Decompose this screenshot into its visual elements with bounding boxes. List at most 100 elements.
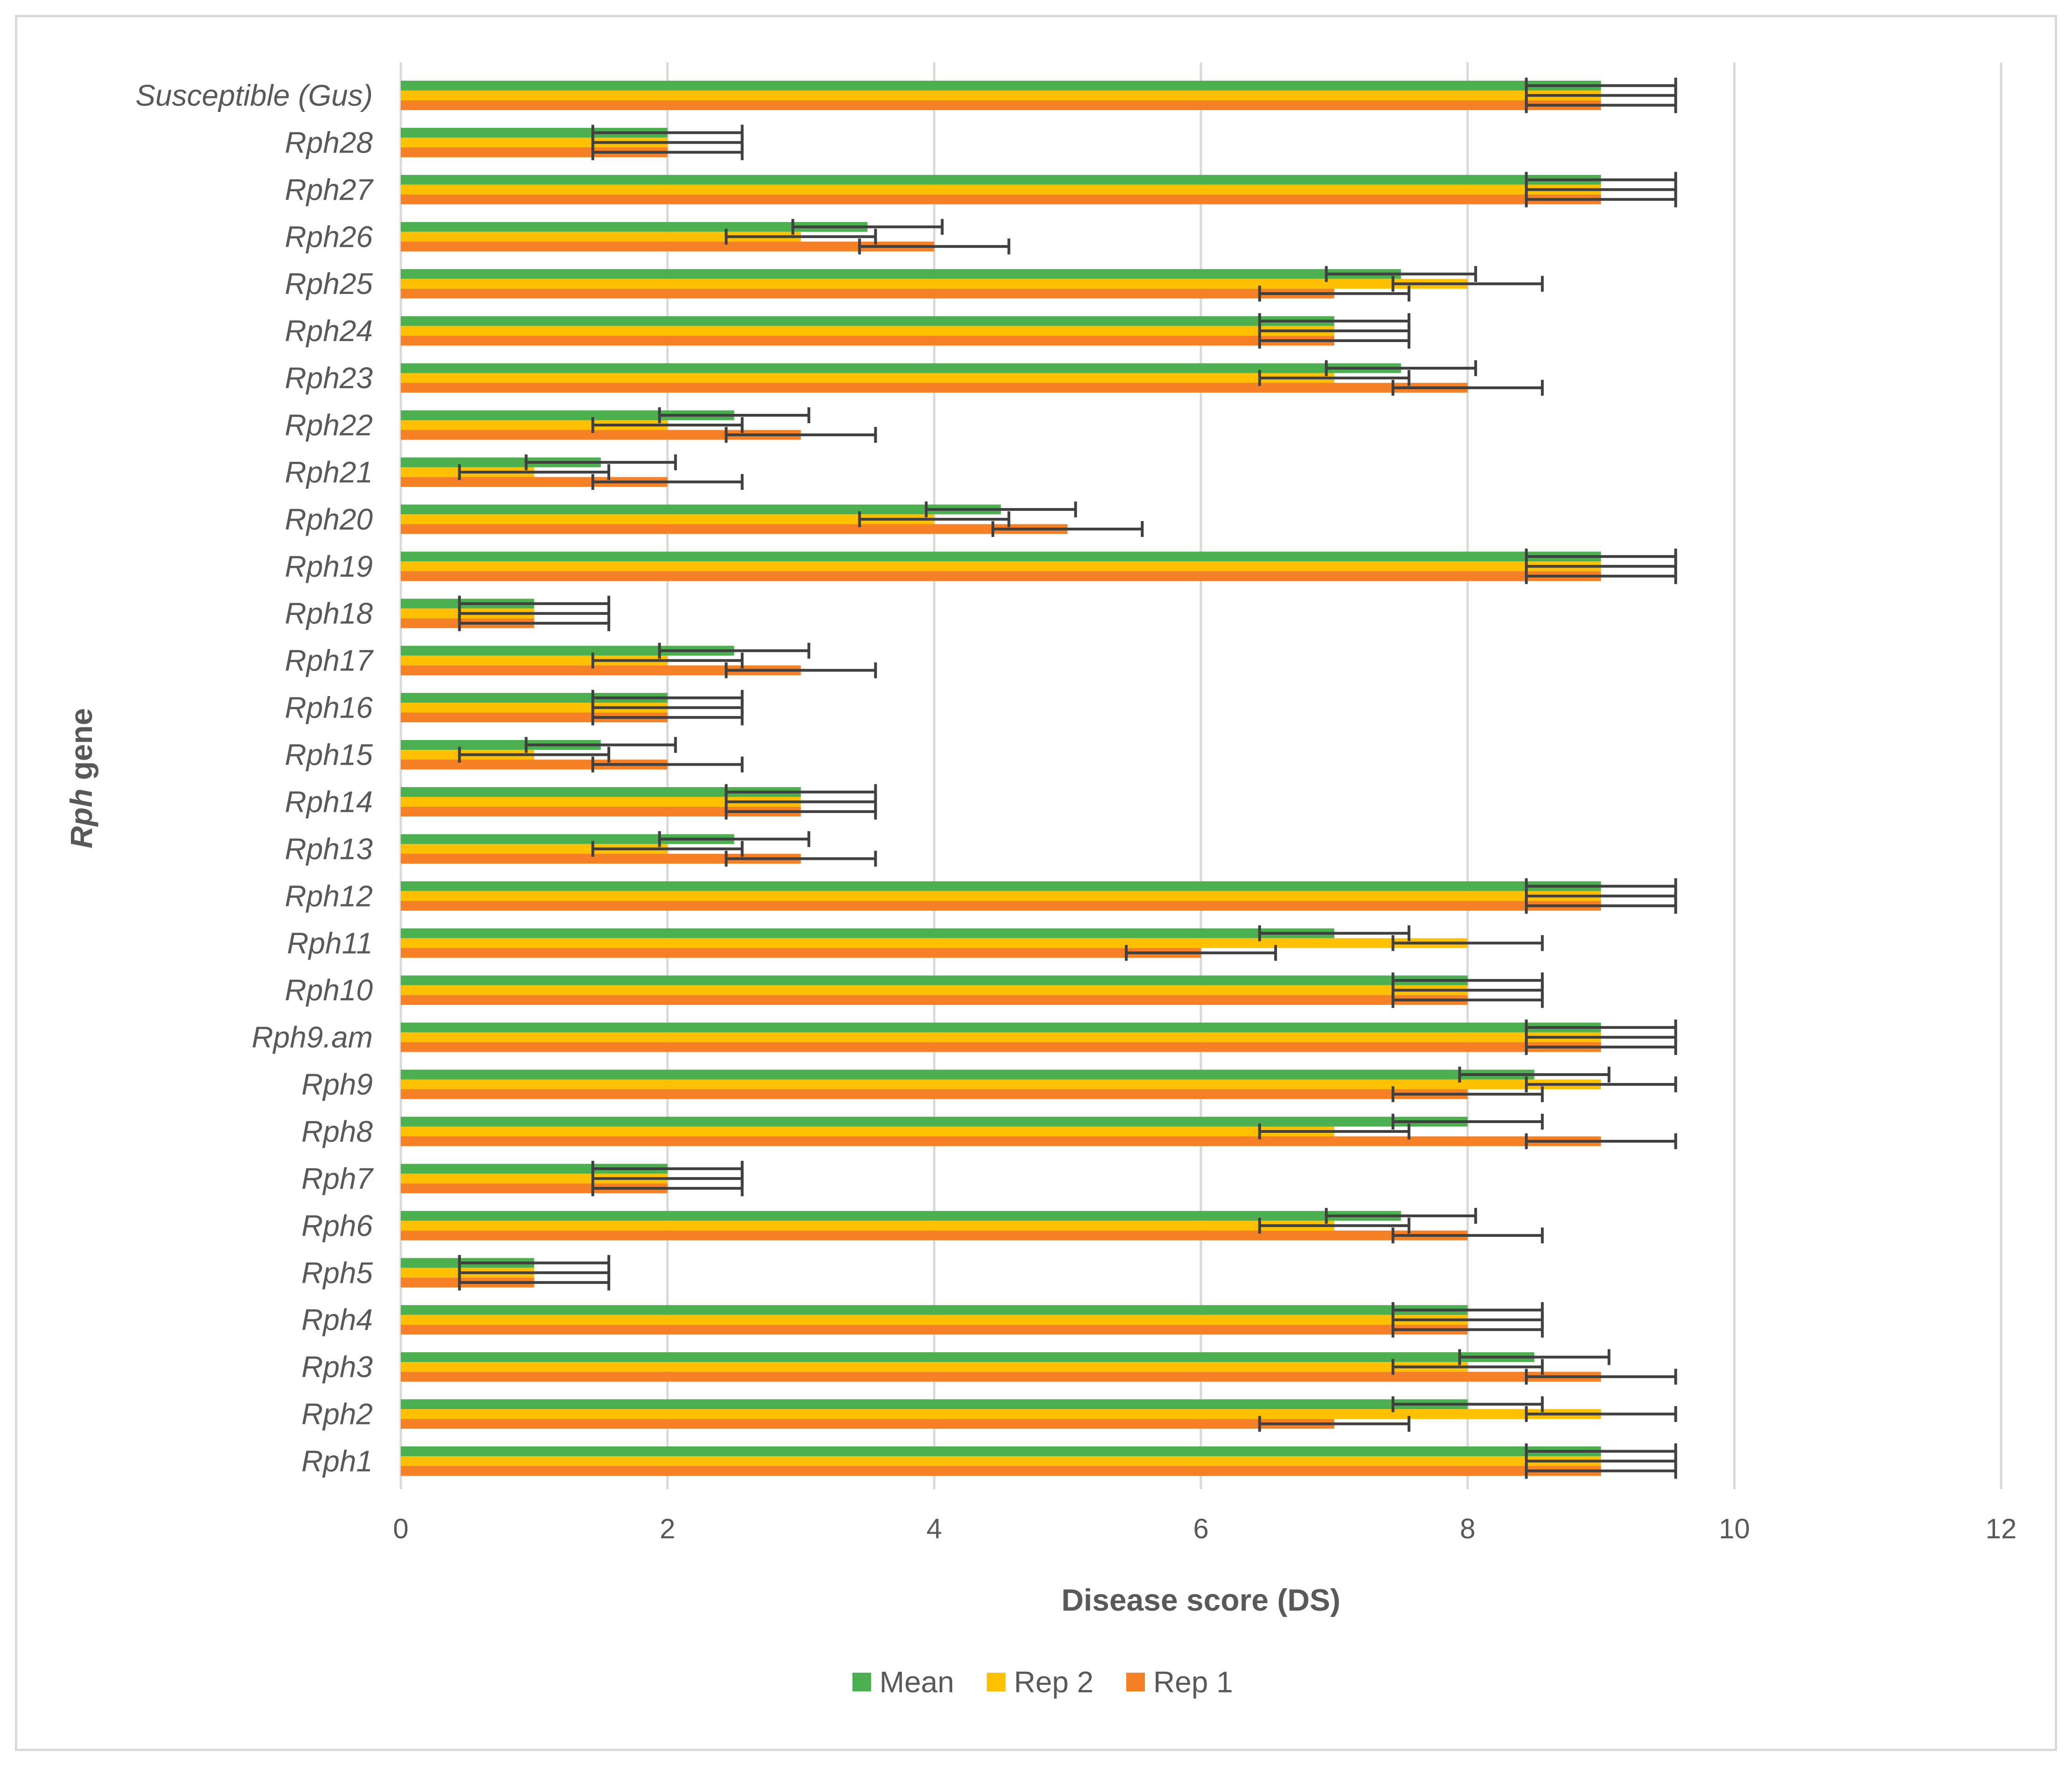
bar-mean [401, 1022, 1601, 1033]
category-label: Rph5 [301, 1256, 373, 1290]
bar-rep-2 [401, 184, 1601, 195]
bar-rep-2 [401, 703, 668, 713]
bar-rep-1 [401, 1372, 1601, 1382]
error-bar [1525, 1406, 1677, 1422]
bar-mean [401, 80, 1601, 91]
error-bar [1391, 380, 1544, 396]
bar-rep-2 [401, 326, 1334, 336]
bar-mean [401, 551, 1601, 562]
error-bar [725, 427, 877, 443]
bar-rep-1 [401, 571, 1601, 581]
bar-mean [401, 693, 668, 703]
error-bar [591, 417, 744, 433]
bar-mean [401, 457, 601, 468]
bar-rep-1 [401, 712, 668, 723]
x-tick-label: 10 [1719, 1513, 1750, 1544]
bar-rep-1 [401, 241, 935, 251]
error-bar [1525, 1463, 1677, 1479]
error-bar [1391, 276, 1544, 292]
category-label: Rph10 [285, 973, 373, 1007]
bar-rep-1 [401, 1042, 1601, 1052]
x-tick-label: 0 [393, 1513, 408, 1544]
category-label: Rph13 [285, 832, 373, 866]
error-bar [725, 662, 877, 678]
x-tick-label: 6 [1193, 1513, 1208, 1544]
error-bar [1124, 945, 1277, 961]
bar-mean [401, 975, 1468, 985]
error-bar [1391, 1086, 1544, 1103]
bar-rep-1 [401, 1136, 1601, 1146]
bar-rep-2 [401, 1362, 1468, 1372]
bar-mean [401, 316, 1334, 326]
legend-swatch [987, 1673, 1006, 1691]
bar-rep-1 [401, 1325, 1468, 1335]
error-bar [1258, 925, 1410, 942]
error-bar [1258, 333, 1410, 349]
bar-rep-2 [401, 1456, 1601, 1466]
bar-rep-2 [401, 514, 935, 524]
bar-rep-1 [401, 100, 1601, 110]
error-bar [524, 454, 677, 470]
bar-mean [401, 504, 1001, 515]
bar-rep-2 [401, 420, 668, 430]
chart-frame: Susceptible (Gus) Rph28 Rph27 Rph26 Rph25 Rph… [15, 15, 2057, 1751]
error-bar [458, 1274, 610, 1291]
x-tick-label: 8 [1460, 1513, 1475, 1544]
category-label: Rph20 [285, 503, 373, 536]
bar-rep-1 [401, 948, 1201, 958]
category-label: Rph12 [285, 879, 373, 913]
error-bar [1525, 568, 1677, 584]
x-tick-label: 4 [927, 1513, 942, 1544]
bar-rep-2 [401, 1315, 1468, 1325]
bar-rep-2 [401, 373, 1334, 383]
bar-rep-2 [401, 1409, 1601, 1419]
category-label: Rph11 [287, 926, 373, 960]
bar-rep-2 [401, 891, 1601, 901]
error-bar [1458, 1349, 1611, 1365]
legend-swatch [852, 1673, 871, 1691]
error-bar [591, 709, 744, 726]
error-bar [1525, 1368, 1677, 1385]
error-bar [1258, 1217, 1410, 1234]
bar-rep-1 [401, 806, 801, 817]
bar-rep-1 [401, 524, 1068, 534]
category-label: Rph21 [285, 455, 373, 489]
bar-mean [401, 1446, 1601, 1457]
y-axis-title-italic: Rph [64, 789, 98, 848]
error-bar [591, 1180, 744, 1196]
bar-rep-1 [401, 1089, 1468, 1099]
bar-mean [401, 928, 1334, 938]
error-bar [1525, 191, 1677, 208]
category-label: Rph28 [285, 126, 373, 159]
error-bar [658, 831, 810, 847]
bar-mean [401, 646, 734, 656]
category-label: Rph22 [285, 408, 373, 442]
bar-mean [401, 127, 668, 138]
bar-rep-2 [401, 1032, 1601, 1042]
category-label: Susceptible (Gus) [135, 78, 373, 112]
legend-label: Rep 2 [1014, 1665, 1094, 1699]
error-bar [725, 803, 877, 820]
bar-rep-2 [401, 90, 1601, 100]
category-label: Rph18 [285, 597, 373, 630]
category-label: Rph23 [285, 361, 373, 395]
error-bar [524, 737, 677, 753]
error-bar [1525, 1039, 1677, 1055]
bar-rep-2 [401, 1173, 668, 1184]
bar-mean [401, 175, 1601, 185]
category-label: Rph14 [285, 785, 373, 818]
bar-rep-1 [401, 194, 1601, 204]
error-bar [1325, 360, 1477, 377]
error-bar [1391, 1227, 1544, 1243]
error-bar [458, 615, 610, 631]
x-axis-title: Disease score (DS) [1061, 1583, 1340, 1617]
bar-mean [401, 222, 868, 232]
bar-mean [401, 881, 1601, 891]
error-bar [1525, 898, 1677, 914]
error-bar [1391, 1359, 1544, 1375]
error-bar [1525, 1076, 1677, 1093]
error-bar [791, 219, 944, 235]
category-label: Rph19 [285, 550, 373, 583]
bar-rep-2 [401, 279, 1468, 289]
error-bar [1391, 1396, 1544, 1412]
